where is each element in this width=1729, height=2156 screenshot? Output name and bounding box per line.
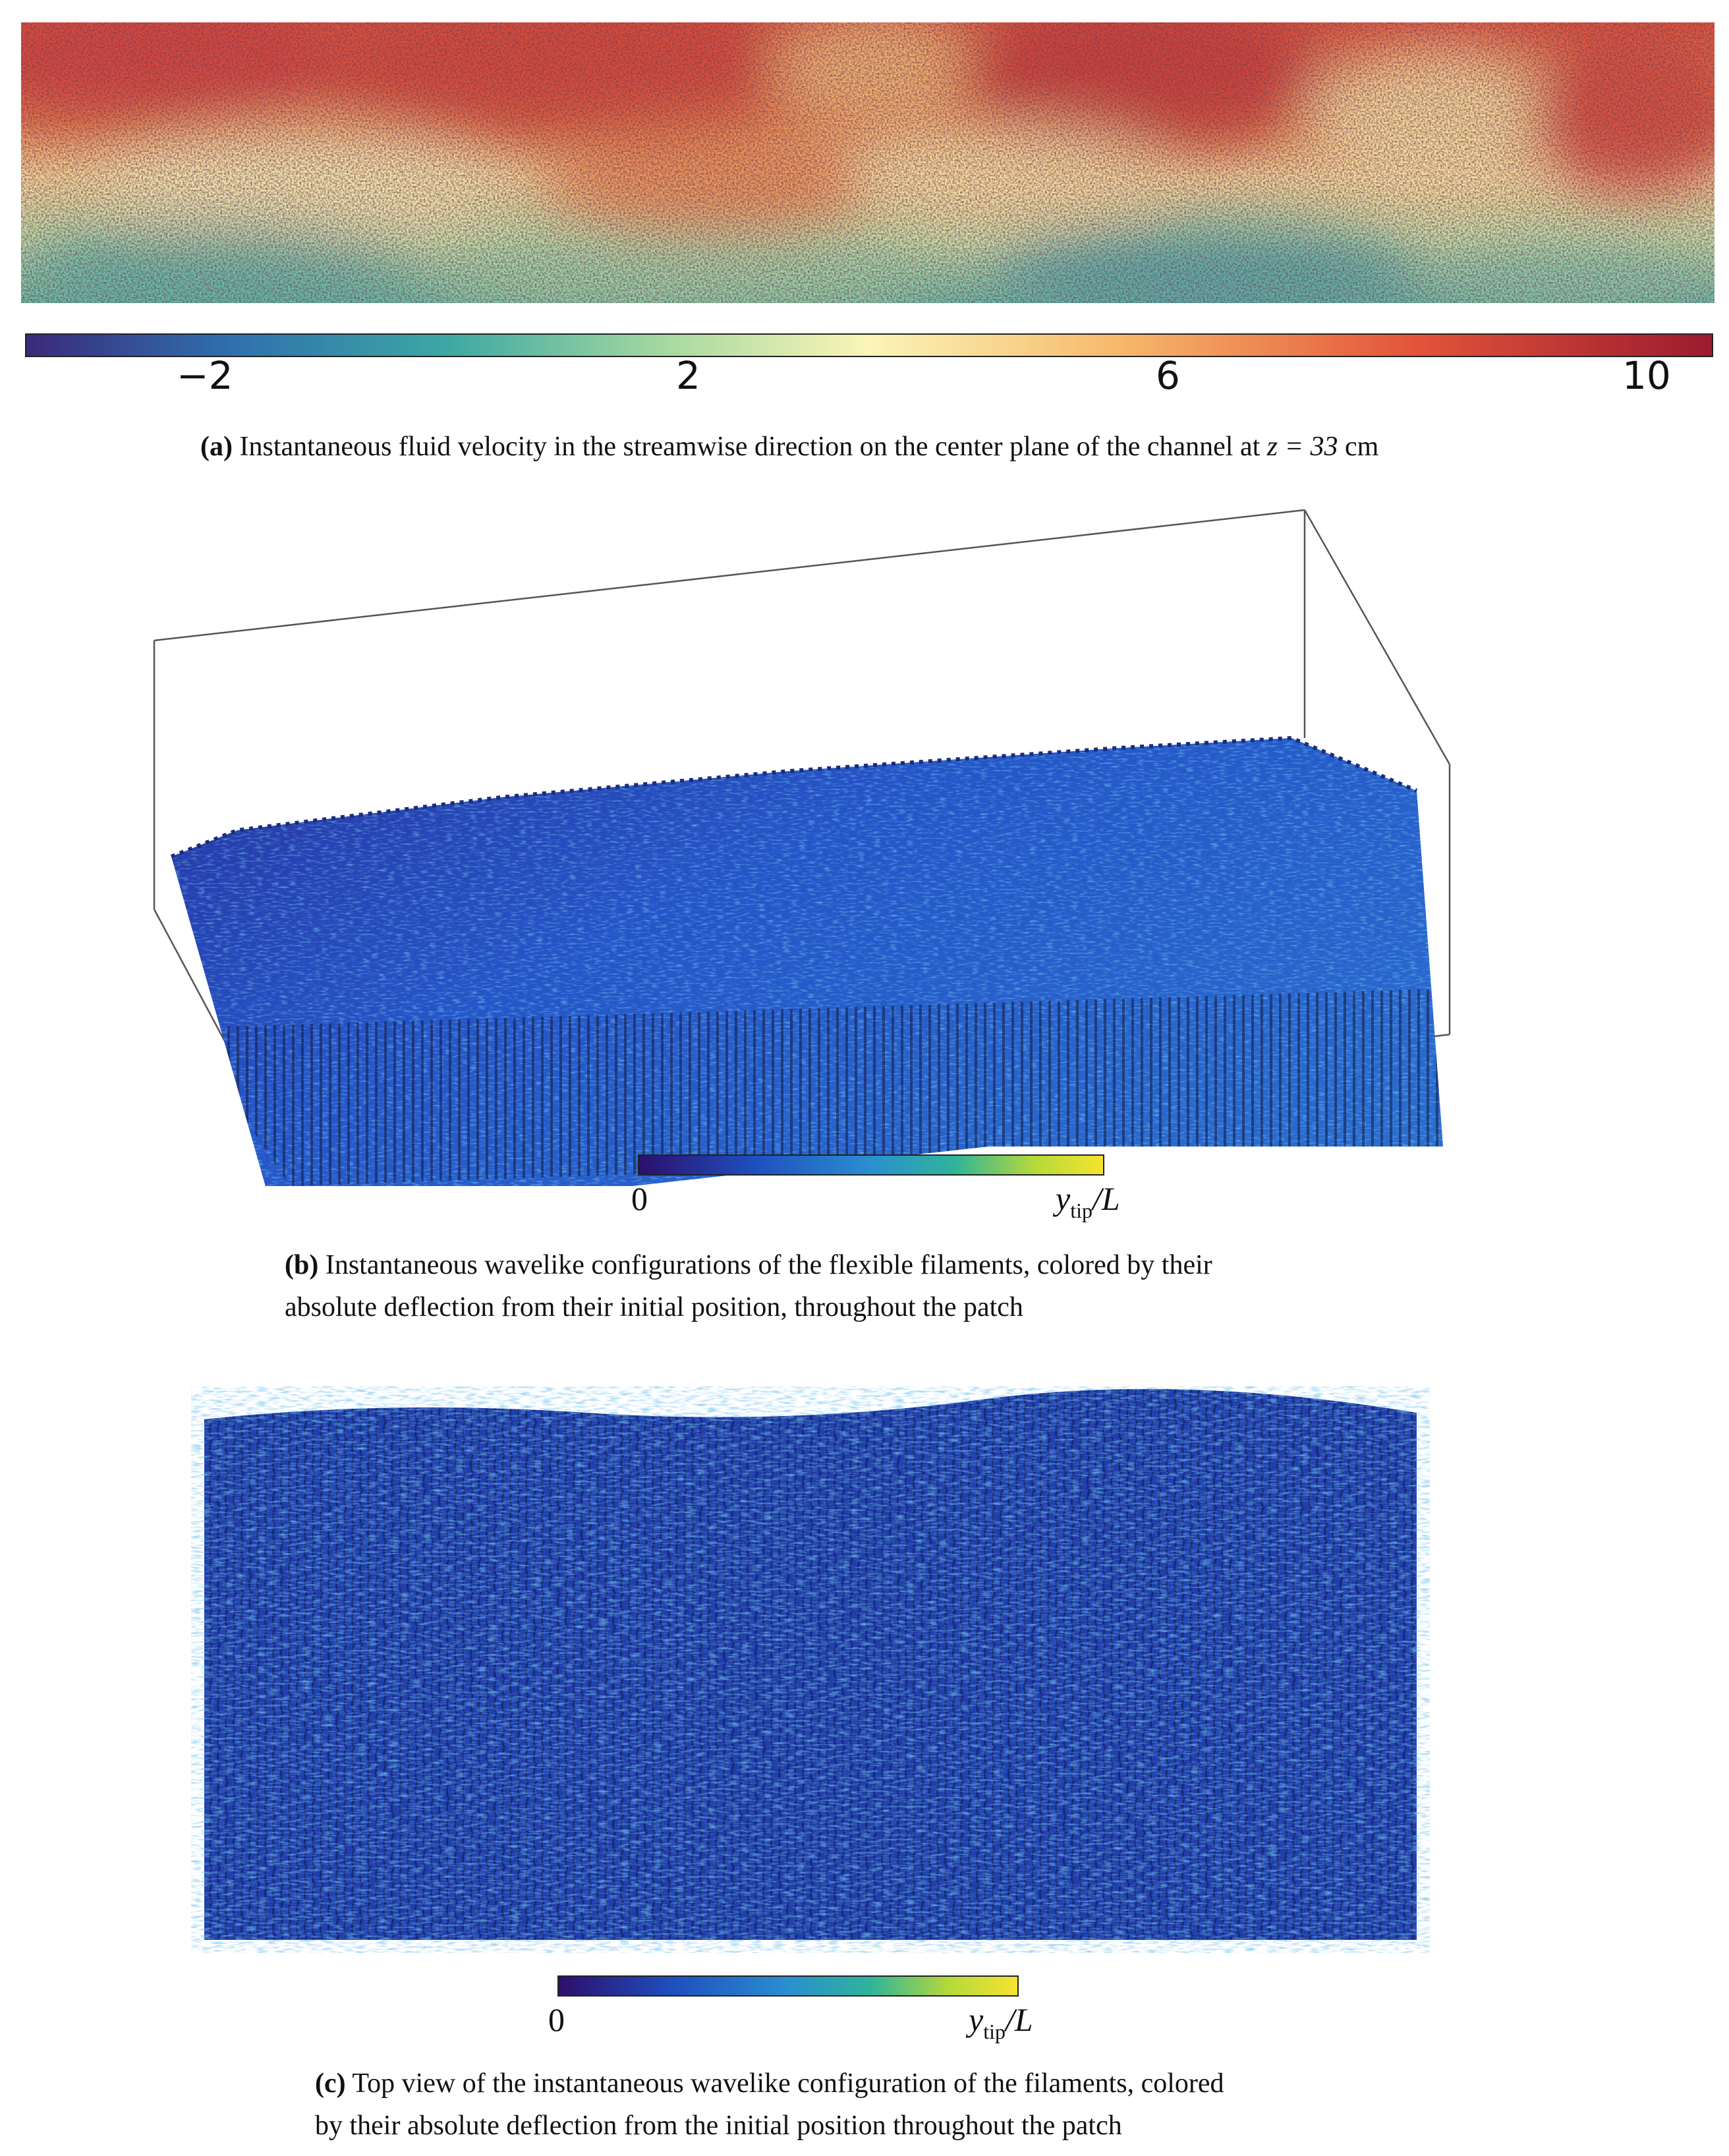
caption-a-label: (a) bbox=[200, 432, 233, 462]
colorbar-tick-10: 10 bbox=[1622, 353, 1671, 398]
colorbar-tick-6: 6 bbox=[1156, 353, 1180, 398]
colorbar-b-min: 0 bbox=[631, 1180, 648, 1217]
caption-b-line1: Instantaneous wavelike configurations of… bbox=[325, 1250, 1212, 1280]
caption-b-label: (b) bbox=[285, 1250, 319, 1280]
caption-b-line2: absolute deflection from their initial p… bbox=[285, 1292, 1023, 1322]
deflection-colorbar-b bbox=[638, 1154, 1104, 1176]
deflection-colorbar-c bbox=[557, 1975, 1019, 1997]
colorbar-tick-2: 2 bbox=[676, 353, 700, 398]
filament-3d-view bbox=[153, 509, 1451, 1186]
velocity-colorbar bbox=[25, 333, 1713, 357]
velocity-field-image bbox=[21, 22, 1715, 303]
caption-a-text: Instantaneous fluid velocity in the stre… bbox=[239, 432, 1261, 462]
colorbar-b-label: ytip/L bbox=[1056, 1180, 1120, 1222]
colorbar-tick-neg2: −2 bbox=[177, 353, 233, 398]
colorbar-c-label: ytip/L bbox=[969, 2001, 1033, 2043]
caption-a: (a) Instantaneous fluid velocity in the … bbox=[200, 426, 1378, 468]
caption-a-math: z = 33 bbox=[1266, 432, 1338, 462]
panel-c: 0 ytip/L (c) Top view of the instantaneo… bbox=[0, 1371, 1729, 2156]
filament-edge bbox=[170, 735, 1418, 859]
caption-c-label: (c) bbox=[315, 2068, 346, 2099]
filament-top-view bbox=[204, 1389, 1417, 1940]
colorbar-c-min: 0 bbox=[548, 2001, 565, 2038]
panel-a: −2 2 6 10 (a) Instantaneous fluid veloci… bbox=[0, 0, 1729, 474]
caption-a-unit: cm bbox=[1344, 432, 1379, 462]
caption-c-line2: by their absolute deflection from the in… bbox=[315, 2111, 1122, 2141]
caption-c-line1: Top view of the instantaneous wavelike c… bbox=[352, 2068, 1224, 2099]
panel-b: 0 ytip/L (b) Instantaneous wavelike conf… bbox=[0, 488, 1729, 1338]
caption-b: (b) Instantaneous wavelike configuration… bbox=[285, 1244, 1212, 1328]
caption-c: (c) Top view of the instantaneous waveli… bbox=[315, 2062, 1224, 2147]
